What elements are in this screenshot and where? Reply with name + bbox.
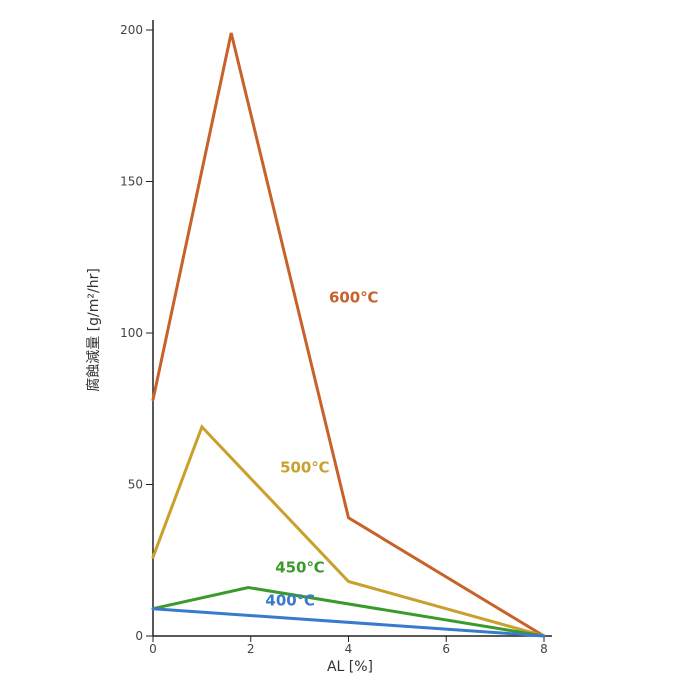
x-tick-label: 4: [345, 642, 353, 656]
x-tick-label: 6: [442, 642, 450, 656]
axes: 0 50 100 150 200 0 2 4 6 8: [120, 20, 552, 656]
y-tick-label: 150: [120, 175, 143, 189]
y-tick-label: 50: [128, 478, 143, 492]
series-line-500C: [151, 424, 546, 638]
series-line-600C: [151, 32, 546, 638]
series-layer: [151, 32, 546, 638]
series-label: 400℃: [265, 592, 314, 610]
series-label: 450℃: [275, 558, 324, 576]
y-tick-label: 0: [135, 629, 143, 643]
series-line-400C: [151, 607, 546, 638]
series-line-450C: [151, 585, 546, 638]
x-tick-label: 0: [149, 642, 157, 656]
series-label: 500℃: [280, 458, 329, 476]
x-tick-label: 8: [540, 642, 548, 656]
x-tick-label: 2: [247, 642, 255, 656]
y-axis-label: 腐蝕減量 [g/m²/hr]: [85, 268, 102, 392]
y-tick-label: 200: [120, 23, 143, 37]
series-labels: 600℃ 500℃ 450℃ 400℃: [265, 289, 378, 610]
x-axis-label: AL [%]: [327, 659, 373, 675]
series-label: 600℃: [329, 289, 378, 307]
y-tick-label: 100: [120, 326, 143, 340]
